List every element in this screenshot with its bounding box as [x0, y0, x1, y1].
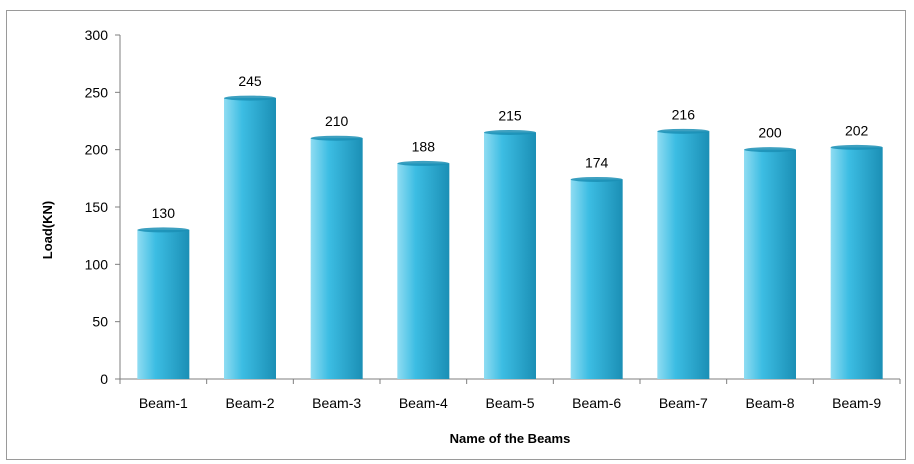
data-label: 174 [585, 154, 609, 170]
bars [137, 95, 883, 380]
data-label: 215 [498, 107, 522, 123]
bar-cap [570, 176, 623, 182]
bar-cap [744, 147, 796, 153]
x-tick-label: Beam-9 [832, 395, 881, 411]
bar [224, 98, 276, 380]
x-tick-label: Beam-1 [139, 395, 188, 411]
y-tick-label: 50 [92, 314, 108, 330]
y-axis: 0 50 100 150 200 250 300 [85, 27, 121, 387]
bar-cap [137, 227, 190, 233]
data-label: 216 [672, 106, 696, 122]
bar [744, 149, 796, 379]
bar [310, 138, 363, 379]
y-tick-label: 300 [85, 27, 109, 43]
data-label: 200 [758, 125, 782, 141]
bar-cap [310, 135, 363, 141]
data-label: 188 [412, 138, 436, 154]
bar-cap [484, 129, 536, 135]
bar-cap [657, 128, 710, 134]
y-tick-label: 250 [85, 84, 109, 100]
bar [830, 147, 883, 379]
bar-cap [397, 160, 450, 166]
x-tick-label: Beam-8 [745, 395, 794, 411]
x-tick-label: Beam-5 [485, 395, 534, 411]
x-tick-label: Beam-3 [312, 395, 361, 411]
data-label: 202 [845, 122, 869, 138]
bar [484, 132, 536, 379]
y-tick-label: 100 [85, 256, 109, 272]
data-label: 130 [152, 205, 176, 221]
x-tick-label: Beam-2 [225, 395, 274, 411]
x-axis: Beam-1 Beam-2 Beam-3 Beam-4 Beam-5 Beam-6 Beam… [119, 378, 901, 411]
y-tick-label: 0 [100, 371, 108, 387]
y-tick-label: 150 [85, 199, 109, 215]
data-label: 245 [238, 73, 262, 89]
x-tick-label: Beam-6 [572, 395, 621, 411]
bar [657, 131, 710, 379]
data-label: 210 [325, 113, 349, 129]
x-tick-label: Beam-4 [399, 395, 448, 411]
bar [397, 163, 450, 379]
y-tick-label: 200 [85, 142, 109, 158]
bar [137, 229, 190, 379]
data-labels: 130 245 210 188 215 174 216 200 202 [152, 73, 869, 221]
bar-cap [830, 144, 883, 150]
bar [570, 179, 623, 379]
x-axis-title: Name of the Beams [450, 431, 571, 446]
bar-cap [224, 95, 276, 101]
x-tick-label: Beam-7 [659, 395, 708, 411]
y-axis-title: Load(KN) [40, 201, 55, 260]
